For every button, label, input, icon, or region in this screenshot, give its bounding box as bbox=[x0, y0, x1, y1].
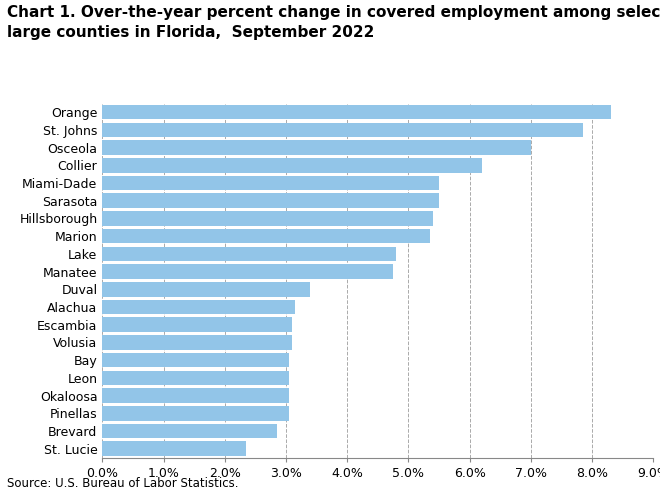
Bar bbox=[102, 317, 292, 332]
Bar bbox=[102, 370, 289, 385]
Bar bbox=[102, 441, 246, 456]
Bar bbox=[102, 353, 289, 368]
Bar bbox=[102, 246, 396, 261]
Bar bbox=[102, 424, 277, 438]
Bar bbox=[102, 335, 292, 350]
Bar bbox=[102, 176, 439, 190]
Bar bbox=[102, 406, 289, 421]
Bar bbox=[102, 193, 439, 208]
Bar bbox=[102, 229, 430, 244]
Bar bbox=[102, 388, 289, 403]
Bar bbox=[102, 140, 531, 155]
Bar bbox=[102, 264, 393, 279]
Bar bbox=[102, 123, 583, 137]
Text: Chart 1. Over-the-year percent change in covered employment among selected
large: Chart 1. Over-the-year percent change in… bbox=[7, 5, 660, 40]
Bar bbox=[102, 300, 295, 314]
Bar bbox=[102, 105, 610, 120]
Bar bbox=[102, 282, 310, 297]
Text: Source: U.S. Bureau of Labor Statistics.: Source: U.S. Bureau of Labor Statistics. bbox=[7, 477, 238, 490]
Bar bbox=[102, 158, 482, 173]
Bar bbox=[102, 211, 433, 226]
